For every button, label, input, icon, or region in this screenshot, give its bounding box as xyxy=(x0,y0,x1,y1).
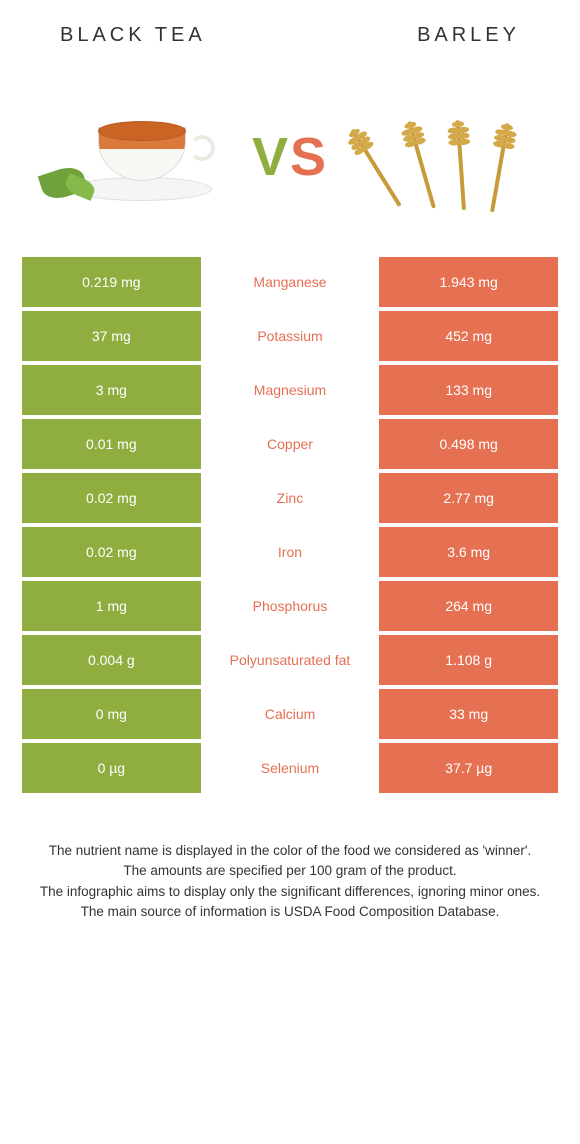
nutrient-name: Magnesium xyxy=(201,365,380,415)
nutrient-name: Selenium xyxy=(201,743,380,793)
title-right: BARLEY xyxy=(417,24,520,47)
title-left: BLACK TEA xyxy=(60,24,206,47)
nutrient-name: Calcium xyxy=(201,689,380,739)
right-value: 452 mg xyxy=(379,311,558,361)
nutrient-name: Manganese xyxy=(201,257,380,307)
left-value: 0.02 mg xyxy=(22,527,201,577)
left-value: 1 mg xyxy=(22,581,201,631)
table-row: 0.01 mgCopper0.498 mg xyxy=(22,419,558,473)
footnote-line: The amounts are specified per 100 gram o… xyxy=(28,861,552,881)
left-value: 0.004 g xyxy=(22,635,201,685)
nutrient-name: Zinc xyxy=(201,473,380,523)
table-row: 37 mgPotassium452 mg xyxy=(22,311,558,365)
table-row: 0 mgCalcium33 mg xyxy=(22,689,558,743)
table-row: 0.219 mgManganese1.943 mg xyxy=(22,257,558,311)
right-value: 1.108 g xyxy=(379,635,558,685)
vs-s: S xyxy=(290,127,328,187)
table-row: 0.004 gPolyunsaturated fat1.108 g xyxy=(22,635,558,689)
table-row: 0 µgSelenium37.7 µg xyxy=(22,743,558,797)
vs-v: V xyxy=(252,127,290,187)
right-value: 37.7 µg xyxy=(379,743,558,793)
footnote-line: The infographic aims to display only the… xyxy=(28,882,552,902)
table-row: 1 mgPhosphorus264 mg xyxy=(22,581,558,635)
barley-icon xyxy=(348,97,528,217)
nutrient-name: Potassium xyxy=(201,311,380,361)
vs-row: VS xyxy=(0,97,580,217)
left-value: 0.02 mg xyxy=(22,473,201,523)
nutrient-name: Phosphorus xyxy=(201,581,380,631)
vs-label: VS xyxy=(252,130,328,184)
header: BLACK TEA BARLEY xyxy=(0,0,580,57)
left-value: 3 mg xyxy=(22,365,201,415)
nutrient-name: Iron xyxy=(201,527,380,577)
table-row: 0.02 mgZinc2.77 mg xyxy=(22,473,558,527)
footnotes: The nutrient name is displayed in the co… xyxy=(28,841,552,922)
right-value: 33 mg xyxy=(379,689,558,739)
footnote-line: The main source of information is USDA F… xyxy=(28,902,552,922)
left-value: 0 µg xyxy=(22,743,201,793)
footnote-line: The nutrient name is displayed in the co… xyxy=(28,841,552,861)
comparison-table: 0.219 mgManganese1.943 mg37 mgPotassium4… xyxy=(22,257,558,797)
right-value: 3.6 mg xyxy=(379,527,558,577)
right-value: 264 mg xyxy=(379,581,558,631)
left-value: 0.01 mg xyxy=(22,419,201,469)
table-row: 0.02 mgIron3.6 mg xyxy=(22,527,558,581)
right-value: 0.498 mg xyxy=(379,419,558,469)
table-row: 3 mgMagnesium133 mg xyxy=(22,365,558,419)
black-tea-icon xyxy=(52,97,232,217)
left-value: 37 mg xyxy=(22,311,201,361)
left-value: 0 mg xyxy=(22,689,201,739)
nutrient-name: Polyunsaturated fat xyxy=(201,635,380,685)
left-value: 0.219 mg xyxy=(22,257,201,307)
nutrient-name: Copper xyxy=(201,419,380,469)
right-value: 2.77 mg xyxy=(379,473,558,523)
right-value: 1.943 mg xyxy=(379,257,558,307)
right-value: 133 mg xyxy=(379,365,558,415)
